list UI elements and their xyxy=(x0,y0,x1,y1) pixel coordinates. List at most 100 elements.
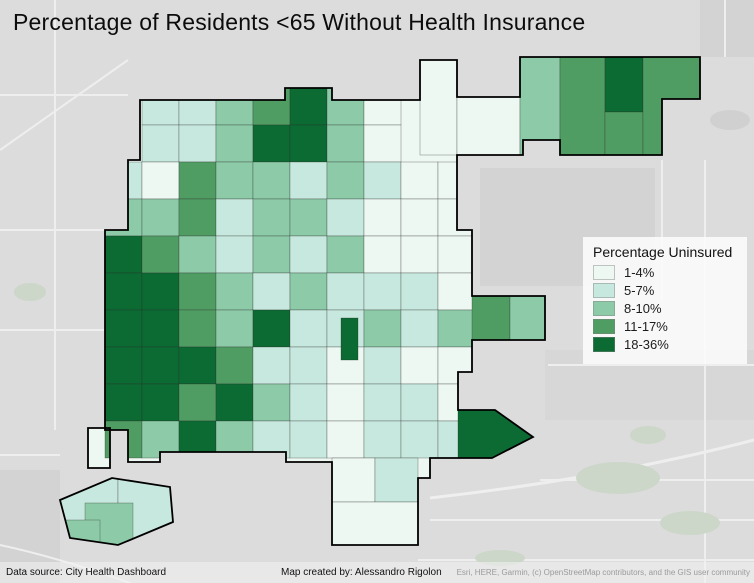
legend-item: 18-36% xyxy=(593,337,737,352)
tract xyxy=(289,346,328,385)
tract xyxy=(289,198,328,237)
tract xyxy=(400,272,439,311)
tract xyxy=(178,309,217,348)
tract xyxy=(400,420,439,459)
tract xyxy=(363,272,402,311)
tract xyxy=(363,198,402,237)
tract xyxy=(289,235,328,274)
tract xyxy=(289,161,328,200)
tract xyxy=(326,198,365,237)
tract xyxy=(456,96,521,156)
tract xyxy=(215,198,254,237)
tract xyxy=(400,309,439,348)
tract xyxy=(252,272,291,311)
tract xyxy=(437,309,476,348)
tract xyxy=(141,346,180,385)
tract xyxy=(363,124,402,163)
tract xyxy=(104,309,143,348)
tract xyxy=(289,124,328,163)
tract xyxy=(178,346,217,385)
tract xyxy=(289,309,328,348)
city-boundary xyxy=(58,56,701,546)
tract xyxy=(215,383,254,422)
legend-label-3: 8-10% xyxy=(624,301,662,316)
tract xyxy=(104,346,143,385)
tract xyxy=(104,272,143,311)
tract xyxy=(326,124,365,163)
tract xyxy=(252,161,291,200)
tract xyxy=(509,295,546,341)
tract xyxy=(363,383,402,422)
tract xyxy=(400,235,439,274)
tract xyxy=(604,57,644,113)
tract xyxy=(326,272,365,311)
legend-item: 1-4% xyxy=(593,265,737,280)
tract xyxy=(437,272,476,311)
tract xyxy=(419,57,458,156)
tract xyxy=(252,235,291,274)
tract xyxy=(363,420,402,459)
tract xyxy=(374,457,419,503)
tract xyxy=(400,161,439,200)
tract xyxy=(178,124,217,163)
tract xyxy=(519,57,561,156)
legend: Percentage Uninsured 1-4% 5-7% 8-10% 11-… xyxy=(583,237,747,364)
tract xyxy=(326,383,365,422)
tract xyxy=(289,383,328,422)
tract xyxy=(141,235,180,274)
tract xyxy=(252,124,291,163)
legend-label-1: 1-4% xyxy=(624,265,655,280)
tract xyxy=(178,383,217,422)
tract xyxy=(363,235,402,274)
tract xyxy=(215,309,254,348)
tract xyxy=(141,309,180,348)
data-source-text: Data source: City Health Dashboard xyxy=(6,567,167,578)
legend-item: 11-17% xyxy=(593,319,737,334)
tract xyxy=(252,309,291,348)
legend-title: Percentage Uninsured xyxy=(593,244,733,260)
tract xyxy=(604,111,644,156)
tract xyxy=(215,346,254,385)
tract xyxy=(400,346,439,385)
tract xyxy=(400,198,439,237)
page-title: Percentage of Residents <65 Without Heal… xyxy=(13,9,586,35)
legend-label-5: 18-36% xyxy=(624,337,669,352)
tract xyxy=(252,383,291,422)
tract xyxy=(141,383,180,422)
tract xyxy=(141,161,180,200)
tract xyxy=(178,272,217,311)
basemap-attribution: Esri, HERE, Garmin, (c) OpenStreetMap co… xyxy=(456,568,750,577)
tract xyxy=(363,161,402,200)
tract xyxy=(331,501,419,545)
legend-label-2: 5-7% xyxy=(624,283,655,298)
legend-item: 8-10% xyxy=(593,301,737,316)
tract xyxy=(215,161,254,200)
legend-swatch-1 xyxy=(593,265,615,280)
tract xyxy=(252,198,291,237)
tract xyxy=(289,420,328,459)
tract xyxy=(437,235,476,274)
legend-swatch-2 xyxy=(593,283,615,298)
legend-item: 5-7% xyxy=(593,283,737,298)
tract xyxy=(326,235,365,274)
tract xyxy=(289,272,328,311)
tract xyxy=(331,457,376,503)
tract xyxy=(215,272,254,311)
tract xyxy=(559,57,606,156)
tract xyxy=(252,346,291,385)
tract xyxy=(326,161,365,200)
tract xyxy=(178,235,217,274)
tract xyxy=(178,198,217,237)
tract xyxy=(215,235,254,274)
tract xyxy=(471,295,511,341)
tract xyxy=(141,124,180,163)
legend-swatch-5 xyxy=(593,337,615,352)
tract xyxy=(326,420,365,459)
legend-swatch-3 xyxy=(593,301,615,316)
tract xyxy=(340,317,359,361)
tract xyxy=(178,161,217,200)
tract xyxy=(363,309,402,348)
